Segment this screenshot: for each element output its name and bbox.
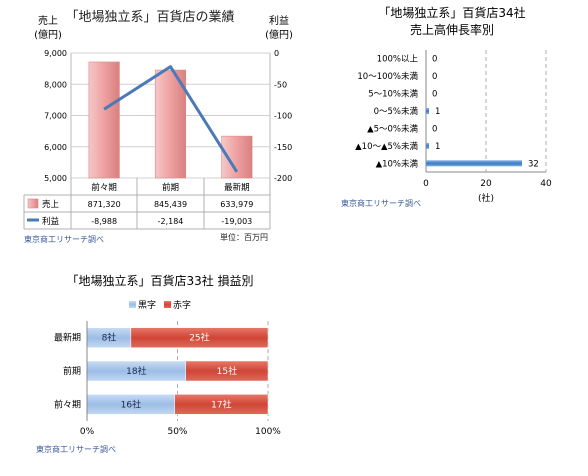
chart1-data-table <box>23 178 271 230</box>
chart3-segment-label: 16社 <box>121 398 141 410</box>
chart3-legend: 黒字 赤字 <box>129 299 191 311</box>
chart1-right-tick-label: -100 <box>274 112 292 121</box>
chart3-category-label: 最新期 <box>54 332 81 344</box>
legend-swatch-red <box>164 301 171 308</box>
chart3-segment-red <box>174 394 269 415</box>
chart1-sales-legend-label: 売上 <box>42 199 60 210</box>
chart1-profit-value: -8,988 <box>91 217 117 226</box>
legend-label-black: 黒字 <box>138 299 156 311</box>
chart2-tick-label: 40 <box>540 179 552 189</box>
chart2-title-line-2: 売上高伸長率別 <box>410 22 494 37</box>
chart1-profit-value: -19,003 <box>221 217 252 226</box>
chart2-category-label: 100%以上 <box>377 55 419 65</box>
chart1-right-tick-label: 0 <box>274 49 279 58</box>
chart3-tick-label: 50% <box>167 427 187 437</box>
chart2-category-label: ▲10～▲5%未満 <box>355 141 418 152</box>
chart1-left-tick-label: 6,000 <box>44 143 67 152</box>
chart1-sales-legend-swatch <box>27 198 39 209</box>
chart2-category-label: 0～5%未満 <box>374 106 419 117</box>
chart1-right-axis-label-1: 利益 <box>269 14 289 27</box>
chart1-right-tick-label: -150 <box>274 143 292 152</box>
chart1-title: 「地場独立系」百貨店の業績 <box>65 9 234 25</box>
chart1-sales-bar <box>154 69 187 179</box>
chart2-x-axis-label: (社) <box>478 192 494 204</box>
chart1-left-tick-label: 7,000 <box>44 112 67 121</box>
chart3-tick-label: 100% <box>255 427 281 437</box>
chart2-value-label: 1 <box>435 142 440 152</box>
chart2-tick-label: 0 <box>423 179 429 189</box>
chart2-source: 東京商工リサーチ調べ <box>341 198 421 208</box>
chart1-unit-note: 単位：百万円 <box>220 232 268 242</box>
chart3-segment-label: 18社 <box>126 365 146 377</box>
chart1-sales-value: 871,320 <box>88 200 121 209</box>
chart2-category-label: 5～10%未満 <box>368 89 418 100</box>
chart1-left-axis-label-2: (億円) <box>34 28 62 41</box>
chart3-segment-label: 8社 <box>102 332 117 344</box>
chart2-title-line-1: 「地場独立系」百貨店34社 <box>378 5 525 20</box>
chart3-tick-label: 0% <box>80 427 95 437</box>
chart1-sales-bar <box>88 61 120 179</box>
chart3-category-label: 前々期 <box>54 398 81 410</box>
chart1-category-label: 最新期 <box>224 182 250 193</box>
chart1-right-axis-label-2: (億円) <box>265 28 293 41</box>
chart3-segment-red <box>185 360 269 382</box>
chart1-source: 東京商工リサーチ調べ <box>24 234 104 244</box>
chart2-value-label: 32 <box>528 159 539 169</box>
chart2-bar <box>426 142 429 149</box>
chart2-value-label: 0 <box>432 90 437 100</box>
chart1-category-label: 前期 <box>162 182 179 193</box>
chart3-segment-red <box>130 327 269 348</box>
chart2-tick-label: 20 <box>480 179 492 189</box>
chart3-title: 「地場独立系」百貨店33社 損益別 <box>66 273 253 288</box>
chart2-category-label: ▲10%未満 <box>376 158 419 169</box>
chart1-left-axis-label-1: 売上 <box>38 14 58 27</box>
legend-label-red: 赤字 <box>173 299 191 311</box>
chart1-left-tick-label: 8,000 <box>44 80 67 89</box>
chart3-segment-label: 15社 <box>217 365 237 377</box>
chart1-left-tick-label: 9,000 <box>44 49 67 58</box>
chart2-bar <box>426 108 429 114</box>
chart3-segment-label: 17社 <box>211 398 231 410</box>
chart1-category-label: 前々期 <box>91 182 117 193</box>
chart1-profit-legend-label: 利益 <box>42 216 60 227</box>
chart1-left-tick-label: 5,000 <box>44 174 67 183</box>
chart3-source: 東京商工リサーチ調べ <box>36 444 116 454</box>
chart1-profit-value: -2,184 <box>158 217 184 226</box>
legend-swatch-black <box>129 301 136 308</box>
chart1-profit-line <box>103 65 239 173</box>
chart1-right-tick-label: -50 <box>274 80 287 89</box>
chart2-bar <box>426 160 522 167</box>
chart2-value-label: 0 <box>432 55 437 65</box>
chart3-segment-label: 25社 <box>189 332 209 344</box>
chart1-sales-value: 633,979 <box>220 200 253 209</box>
chart2-value-label: 1 <box>435 107 440 117</box>
chart2-category-label: ▲5～0%未満 <box>367 123 418 134</box>
chart1-right-tick-label: -200 <box>274 174 292 183</box>
chart2-category-label: 10～100%未満 <box>357 71 418 82</box>
chart3-category-label: 前期 <box>63 365 81 377</box>
chart1-sales-value: 845,439 <box>154 200 187 209</box>
chart2-value-label: 0 <box>432 124 437 134</box>
chart2-value-label: 0 <box>432 72 437 82</box>
